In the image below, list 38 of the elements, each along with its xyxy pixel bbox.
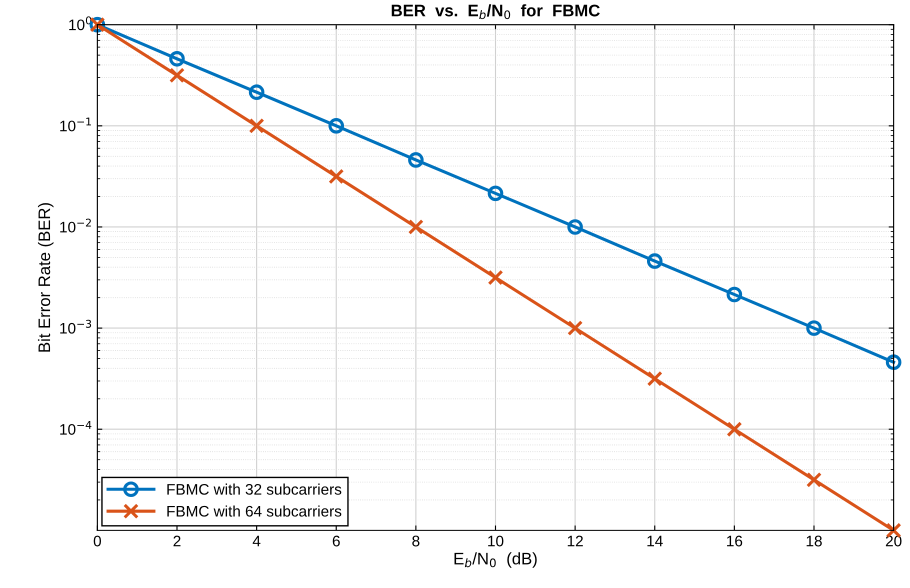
- x-tick-label: 6: [332, 536, 340, 546]
- point: [248, 118, 264, 134]
- y-tick-label: 10$^{−2}$: [60, 218, 91, 233]
- x-axis-title: E$_{b}$/N$_{0}$ (dB): [454, 552, 537, 568]
- point: [248, 84, 264, 100]
- point: [488, 270, 504, 286]
- x-tick-label: 10: [488, 536, 504, 546]
- legend-label: FBMC with 64 subcarriers: [167, 505, 342, 517]
- point: [408, 219, 424, 235]
- point: [726, 421, 742, 438]
- point: [567, 219, 583, 235]
- y-tick-label: 10$^{−1}$: [60, 118, 91, 132]
- point: [488, 186, 504, 202]
- point: [169, 51, 185, 67]
- point: [328, 118, 344, 134]
- x-tick-label: 16: [727, 536, 742, 546]
- point: [806, 320, 822, 336]
- point: [726, 286, 742, 302]
- y-tick-label: 10$^{−4}$: [60, 421, 92, 435]
- x-tick-label: 2: [174, 536, 180, 546]
- point: [646, 253, 663, 269]
- x-tick-label: 12: [568, 536, 583, 546]
- y-tick-label: 10$^{−3}$: [60, 320, 92, 334]
- y-axis-title: Bit Error Rate (BER): [38, 203, 54, 352]
- x-tick-label: 14: [647, 536, 663, 546]
- x-tick-label: 0: [94, 536, 102, 546]
- point: [169, 68, 185, 84]
- point: [567, 320, 583, 336]
- chart-title: BER vs. E$_{b}$/N$_{0}$ for FBMC: [392, 4, 600, 20]
- x-tick-label: 8: [412, 536, 420, 546]
- point: [328, 168, 344, 184]
- point: [806, 472, 822, 488]
- point: [886, 354, 902, 370]
- legend-label: FBMC with 32 subcarriers: [167, 484, 342, 495]
- point: [646, 370, 663, 386]
- x-tick-label: 4: [252, 536, 260, 546]
- point: [408, 152, 424, 168]
- x-tick-label: 18: [806, 536, 822, 546]
